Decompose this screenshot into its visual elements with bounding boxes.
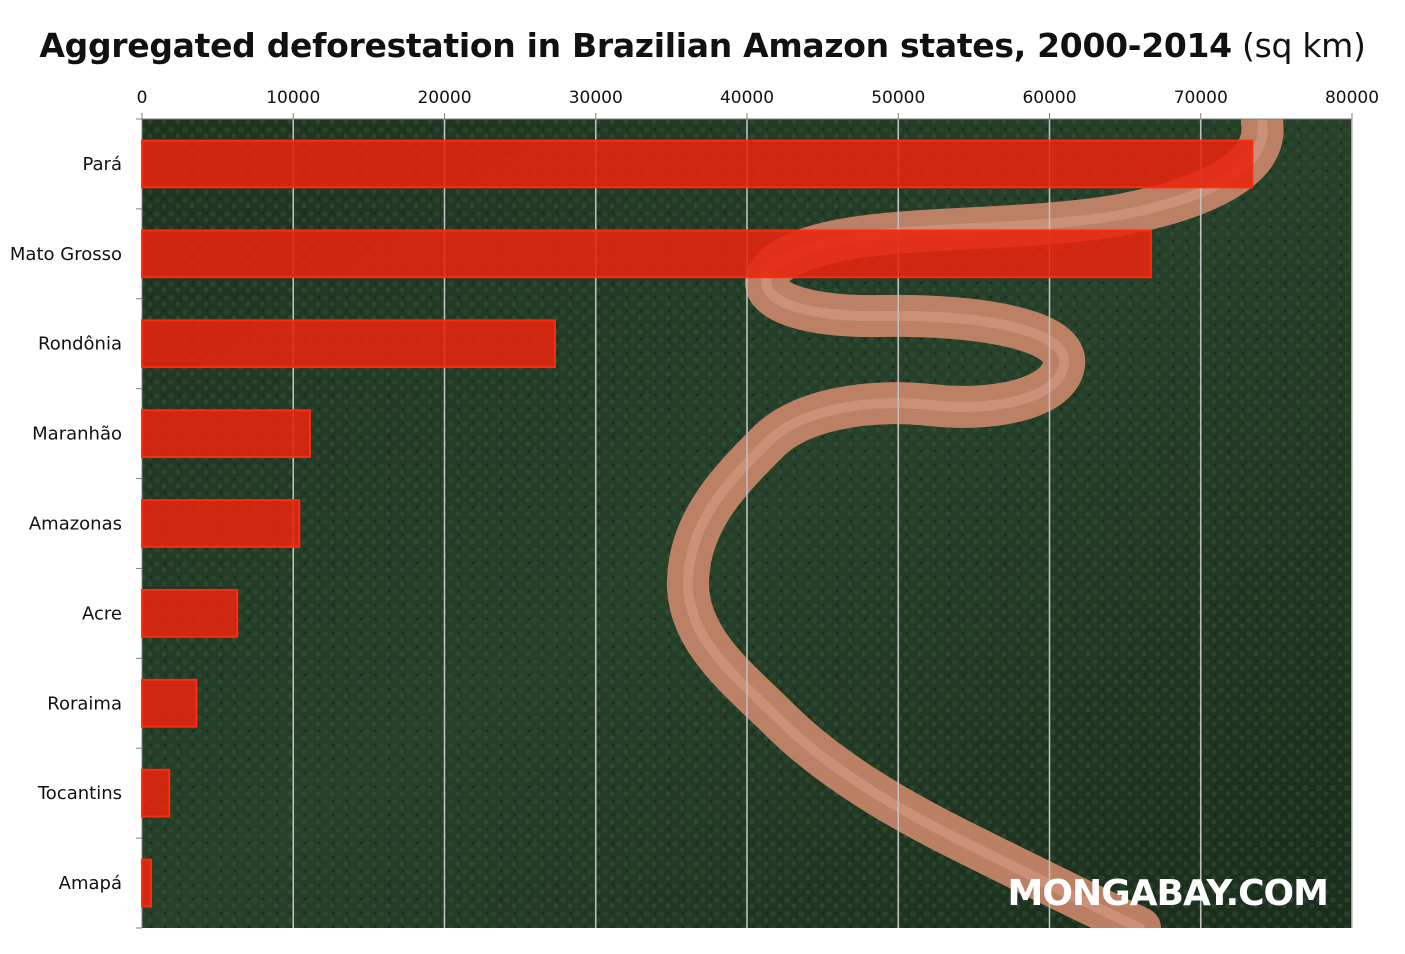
y-tick-label: Mato Grosso xyxy=(10,244,122,265)
x-tick-label: 20000 xyxy=(417,88,471,108)
bar-rondônia xyxy=(141,319,556,369)
bars xyxy=(141,139,1254,908)
x-tick-label: 0 xyxy=(137,88,148,108)
bar-acre xyxy=(141,589,239,638)
bar-maranhão xyxy=(141,409,311,458)
bar-pará xyxy=(141,139,1254,189)
y-tick-label: Roraima xyxy=(47,693,122,714)
x-tick-label: 40000 xyxy=(720,88,774,108)
chart-title-unit: (sq km) xyxy=(1242,26,1366,65)
x-tick-label: 80000 xyxy=(1325,88,1379,108)
chart-title: Aggregated deforestation in Brazilian Am… xyxy=(0,26,1405,65)
bar-mato-grosso xyxy=(141,229,1152,279)
bar-tocantins xyxy=(141,768,171,818)
y-axis-labels: Pará Mato Grosso Rondônia Maranhão Amazonas A… xyxy=(10,154,122,894)
x-axis-ticks: 0 10000 20000 30000 40000 50000 60000 70000 8000… xyxy=(137,88,1379,120)
y-tick-label: Rondônia xyxy=(38,334,122,355)
x-tick-label: 10000 xyxy=(266,88,320,108)
y-tick-label: Pará xyxy=(82,154,122,175)
x-tick-label: 30000 xyxy=(569,88,623,108)
bar-amazonas xyxy=(141,499,301,548)
y-tick-label: Acre xyxy=(82,603,122,624)
y-tick-label: Tocantins xyxy=(37,783,122,804)
y-tick-label: Amapá xyxy=(59,873,122,894)
y-tick-label: Maranhão xyxy=(32,424,122,445)
watermark: MONGABAY.COM xyxy=(1008,873,1328,914)
y-tick-label: Amazonas xyxy=(29,514,122,535)
chart-title-main: Aggregated deforestation in Brazilian Am… xyxy=(39,26,1232,65)
x-tick-label: 60000 xyxy=(1022,88,1076,108)
x-tick-label: 70000 xyxy=(1174,88,1228,108)
bar-amapá xyxy=(141,858,153,908)
x-tick-label: 50000 xyxy=(871,88,925,108)
bar-roraima xyxy=(141,678,198,728)
